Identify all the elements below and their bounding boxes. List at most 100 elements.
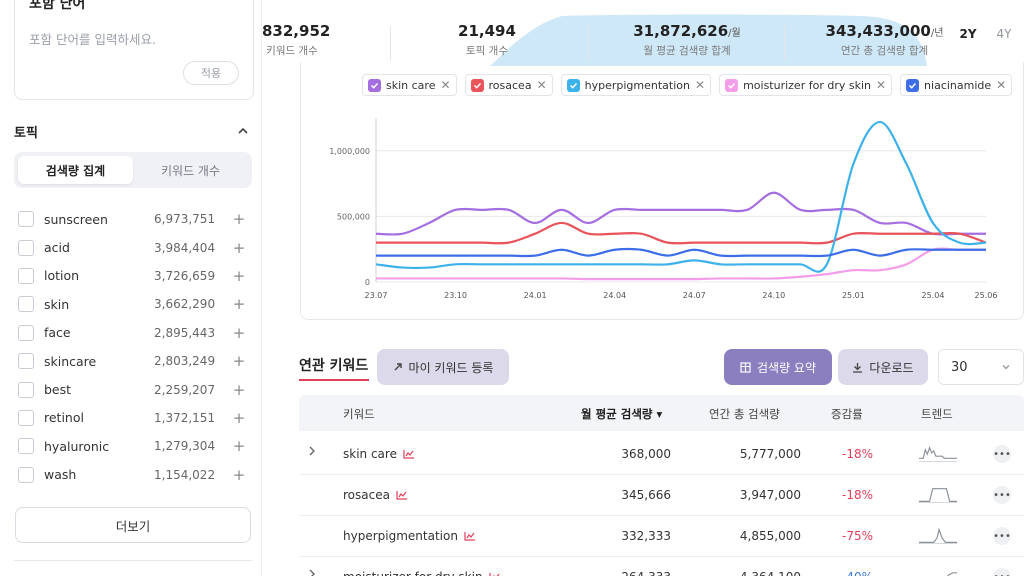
topic-item: skincare 2,803,249 + — [18, 347, 248, 375]
series-chip[interactable]: moisturizer for dry skin ✕ — [719, 74, 893, 96]
plus-icon[interactable]: + — [232, 437, 246, 456]
segment-keyword-count[interactable]: 키워드 개수 — [160, 163, 220, 178]
keyword-text[interactable]: moisturizer for dry skin — [343, 570, 483, 576]
close-icon[interactable]: ✕ — [875, 78, 887, 92]
search-volume-summary-button[interactable]: 검색량 요약 — [724, 349, 832, 385]
line-chart-icon[interactable] — [396, 490, 408, 500]
x-tick-label: 24.01 — [524, 291, 547, 300]
topic-value: 3,984,404 — [154, 240, 216, 255]
line-chart-icon[interactable] — [403, 449, 415, 459]
topic-value: 1,279,304 — [154, 439, 216, 454]
topic-checkbox[interactable] — [18, 211, 34, 228]
series-chip[interactable]: rosacea ✕ — [464, 74, 553, 96]
col-change-rate[interactable]: 증감률 — [831, 407, 863, 421]
close-icon[interactable]: ✕ — [440, 78, 451, 92]
plus-icon[interactable]: + — [232, 295, 246, 314]
include-word-input[interactable]: 포함 단어를 입력하세요. — [29, 32, 156, 47]
x-tick-label: 25.06 — [975, 291, 998, 300]
chip-label: hyperpigmentation — [584, 78, 690, 92]
plus-icon[interactable]: + — [232, 323, 246, 342]
apply-button[interactable]: 적용 — [183, 61, 239, 85]
chevron-down-icon — [1002, 365, 1010, 370]
more-options-icon[interactable]: ••• — [993, 527, 1011, 545]
line-chart-icon[interactable] — [464, 531, 476, 541]
plus-icon[interactable]: + — [232, 238, 246, 257]
close-icon[interactable]: ✕ — [536, 78, 547, 92]
col-annual-volume[interactable]: 연간 총 검색량 — [709, 407, 780, 421]
line-chart-icon[interactable] — [488, 572, 501, 576]
topic-item: retinol 1,372,151 + — [18, 404, 248, 432]
topic-checkbox[interactable] — [18, 239, 34, 256]
close-icon[interactable]: ✕ — [996, 78, 1007, 92]
keyword-cell: skin care — [343, 447, 415, 461]
topic-checkbox[interactable] — [18, 438, 34, 455]
keyword-text[interactable]: skin care — [343, 447, 397, 461]
check-icon — [566, 78, 580, 92]
topic-header[interactable]: 토픽 — [14, 122, 252, 142]
chip-label: moisturizer for dry skin — [743, 78, 871, 92]
series-chip[interactable]: niacinamide ✕ — [900, 74, 1013, 96]
plus-icon[interactable]: + — [232, 380, 246, 399]
topic-checkbox[interactable] — [18, 267, 34, 284]
series-chip[interactable]: skin care ✕ — [362, 74, 457, 96]
chevron-right-icon[interactable] — [307, 444, 317, 458]
table-row[interactable]: skin care 368,000 5,777,000 -18% ••• — [299, 433, 1024, 475]
stat-monthly-total: 31,872,626/월 월 평균 검색량 합계 — [622, 22, 752, 58]
check-icon — [368, 78, 381, 92]
plus-icon[interactable]: + — [232, 465, 246, 484]
plus-icon[interactable]: + — [232, 408, 246, 427]
stat-label: 월 평균 검색량 합계 — [643, 45, 731, 57]
more-button[interactable]: 더보기 — [15, 507, 251, 543]
topic-checkbox[interactable] — [18, 353, 34, 370]
topic-checkbox[interactable] — [18, 381, 34, 398]
topic-value: 6,973,751 — [154, 212, 216, 227]
topic-name: wash — [44, 467, 77, 483]
keyword-cell: hyperpigmentation — [343, 529, 476, 543]
topic-value: 2,803,249 — [154, 354, 216, 369]
more-options-icon[interactable]: ••• — [993, 568, 1011, 576]
divider — [14, 560, 252, 561]
table-row[interactable]: moisturizer for dry skin 264,333 4,364,100… — [299, 556, 1024, 576]
table-row[interactable]: hyperpigmentation 332,333 4,855,000 -75% ••• — [299, 515, 1024, 557]
topic-item: wash 1,154,022 + — [18, 461, 248, 489]
plus-icon[interactable]: + — [232, 210, 246, 229]
include-word-panel: 포함 단어 포함 단어를 입력하세요. 적용 — [14, 0, 254, 100]
chevron-up-icon[interactable] — [236, 124, 250, 138]
divider — [390, 26, 391, 60]
my-keyword-register-button[interactable]: 마이 키워드 등록 — [377, 349, 509, 385]
period-2y-button[interactable]: 2Y — [950, 22, 986, 46]
topic-checkbox[interactable] — [18, 324, 34, 341]
more-options-icon[interactable]: ••• — [993, 445, 1011, 463]
topic-checkbox[interactable] — [18, 296, 34, 313]
page-size-value: 30 — [951, 359, 968, 375]
more-options-icon[interactable]: ••• — [993, 486, 1011, 504]
topic-name: lotion — [44, 268, 80, 284]
y-tick-label: 1,000,000 — [329, 147, 370, 156]
topic-list: sunscreen 6,973,751 + acid 3,984,404 + lotion 3… — [18, 205, 248, 489]
stat-value: 832,952 — [262, 22, 331, 40]
sidebar: 포함 단어 포함 단어를 입력하세요. 적용 토픽 검색량 집계 키워드 개수 … — [0, 0, 262, 576]
plus-icon[interactable]: + — [232, 352, 246, 371]
close-icon[interactable]: ✕ — [695, 78, 706, 92]
segment-search-volume[interactable]: 검색량 집계 — [18, 156, 133, 184]
topic-checkbox[interactable] — [18, 466, 34, 483]
keyword-text[interactable]: rosacea — [343, 488, 390, 502]
tab-related-keywords[interactable]: 연관 키워드 — [299, 358, 369, 374]
check-icon — [470, 78, 484, 92]
chevron-right-icon[interactable] — [307, 567, 317, 576]
stat-label: 키워드 개수 — [266, 45, 318, 57]
page-size-select[interactable]: 30 — [938, 349, 1024, 385]
topic-name: sunscreen — [44, 211, 108, 227]
keyword-text[interactable]: hyperpigmentation — [343, 529, 458, 543]
topic-checkbox[interactable] — [18, 409, 34, 426]
download-button[interactable]: 다운로드 — [838, 349, 928, 385]
series-chip[interactable]: hyperpigmentation ✕ — [560, 74, 712, 96]
topic-metric-toggle: 검색량 집계 키워드 개수 — [14, 152, 252, 188]
table-row[interactable]: rosacea 345,666 3,947,000 -18% ••• — [299, 474, 1024, 516]
topic-value: 2,259,207 — [154, 382, 216, 397]
series-chips: skin care ✕ rosacea ✕ hyperpigmentation ✕ mois… — [362, 74, 1013, 96]
topic-item: best 2,259,207 + — [18, 375, 248, 403]
col-monthly-volume[interactable]: 월 평균 검색량 ▾ — [581, 407, 663, 421]
period-4y-button[interactable]: 4Y — [996, 27, 1012, 41]
plus-icon[interactable]: + — [232, 266, 246, 285]
